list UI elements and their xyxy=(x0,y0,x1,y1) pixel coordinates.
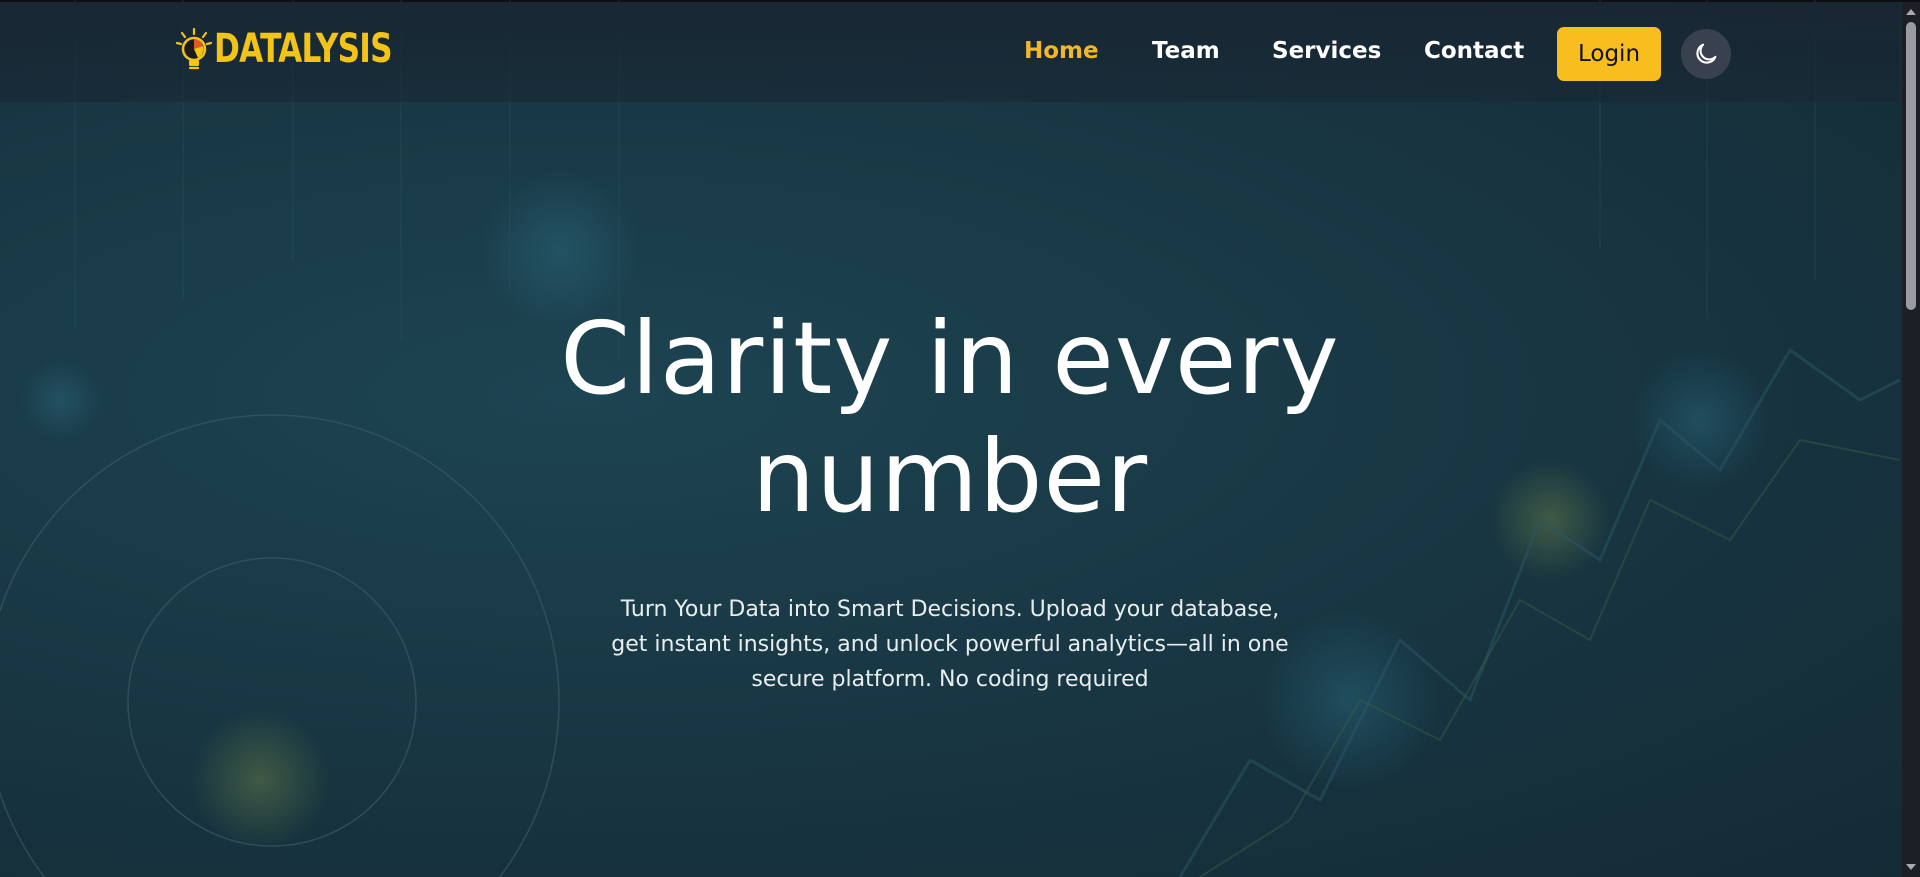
nav-link-contact[interactable]: Contact xyxy=(1424,38,1525,64)
nav-link-team[interactable]: Team xyxy=(1152,38,1220,64)
login-button[interactable]: Login xyxy=(1557,27,1661,81)
nav-link-home[interactable]: Home xyxy=(1024,38,1099,64)
theme-toggle-button[interactable] xyxy=(1681,29,1731,79)
scroll-up-arrow-icon[interactable] xyxy=(1902,4,1920,20)
hero-subtitle-line-2: get instant insights, and unlock powerfu… xyxy=(611,632,1289,657)
page-scrollbar[interactable] xyxy=(1902,2,1920,877)
hero-title: Clarity in every number xyxy=(460,300,1440,536)
hero-title-line-1: Clarity in every xyxy=(560,300,1340,417)
hero-title-line-2: number xyxy=(751,418,1149,535)
nav-link-services[interactable]: Services xyxy=(1272,38,1382,64)
hero-subtitle-line-1: Turn Your Data into Smart Decisions. Upl… xyxy=(620,597,1280,622)
brand-logo[interactable]: DATALYSIS xyxy=(174,24,442,74)
navbar: DATALYSIS Home Team Services Contact Log… xyxy=(0,2,1900,102)
hero-subtitle-line-3: secure platform. No coding required xyxy=(751,667,1149,692)
lightbulb-chart-icon xyxy=(175,27,213,70)
scrollbar-thumb[interactable] xyxy=(1906,22,1916,310)
hero-subtitle: Turn Your Data into Smart Decisions. Upl… xyxy=(610,592,1290,697)
scroll-down-arrow-icon[interactable] xyxy=(1902,859,1920,875)
moon-icon xyxy=(1696,43,1717,64)
brand-name: DATALYSIS xyxy=(214,26,393,72)
window-top-border xyxy=(0,0,1920,2)
